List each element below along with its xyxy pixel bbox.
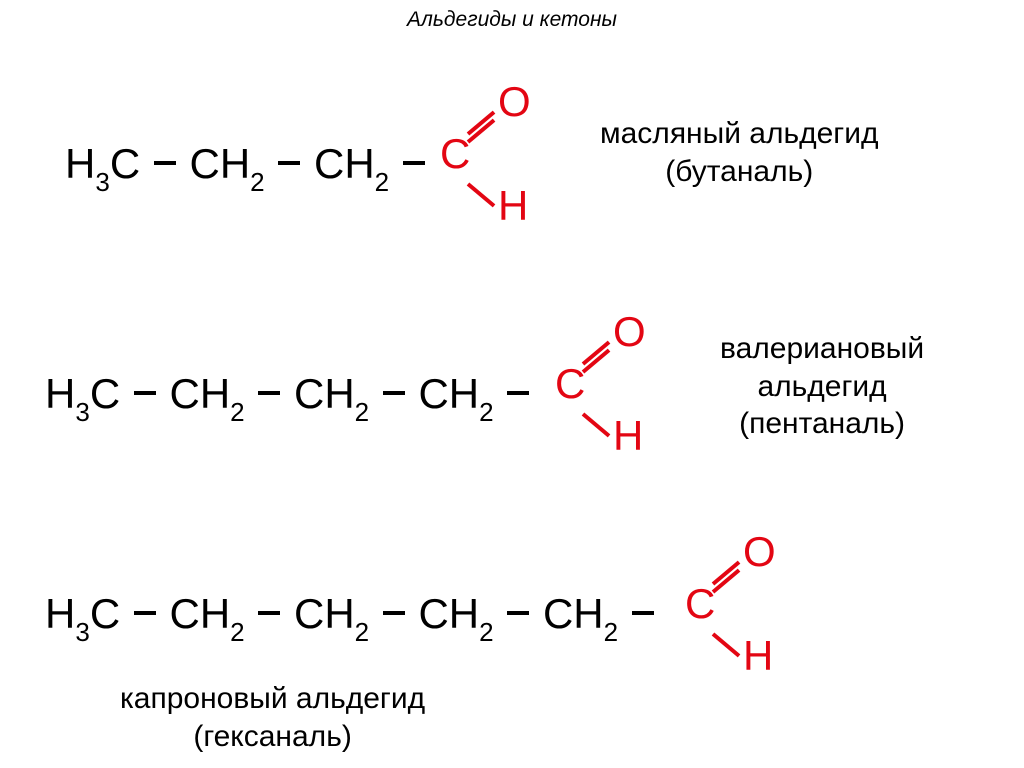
bond-icon — [154, 161, 176, 165]
group-h3c: H3C — [45, 590, 120, 637]
single-bond-icon — [712, 632, 741, 657]
group-ch2: CH2 — [418, 370, 493, 417]
group-h3c: H3C — [45, 370, 120, 417]
oxygen-atom: O — [743, 528, 776, 576]
molecule-label-3: капроновый альдегид (гексаналь) — [120, 680, 425, 755]
group-ch2: CH2 — [418, 590, 493, 637]
page-title: Альдегиды и кетоны — [0, 8, 1024, 32]
bond-icon — [278, 161, 300, 165]
bond-icon — [258, 391, 280, 395]
single-bond-icon — [467, 182, 496, 207]
hydrogen-atom: H — [498, 182, 528, 230]
oxygen-atom: O — [498, 78, 531, 126]
molecule-chain-2: H3C CH2 CH2 CH2 — [45, 370, 531, 424]
molecule-label-2: валериановый альдегид (пентаналь) — [720, 330, 924, 443]
bond-icon — [383, 391, 405, 395]
bond-icon — [632, 611, 654, 615]
molecule-chain-1: H3C CH2 CH2 — [65, 140, 427, 194]
single-bond-icon — [582, 412, 611, 437]
group-ch2: CH2 — [190, 140, 265, 187]
group-ch2: CH2 — [294, 370, 369, 417]
bond-icon — [403, 161, 425, 165]
group-ch2: CH2 — [294, 590, 369, 637]
bond-icon — [134, 611, 156, 615]
group-ch2: CH2 — [543, 590, 618, 637]
group-h3c: H3C — [65, 140, 140, 187]
carbon-atom: C — [555, 360, 585, 408]
group-ch2: CH2 — [170, 370, 245, 417]
bond-icon — [258, 611, 280, 615]
hydrogen-atom: H — [743, 632, 773, 680]
molecule-label-1: масляный альдегид (бутаналь) — [600, 115, 879, 190]
bond-icon — [507, 611, 529, 615]
group-ch2: CH2 — [314, 140, 389, 187]
bond-icon — [134, 391, 156, 395]
carbon-atom: C — [440, 130, 470, 178]
group-ch2: CH2 — [170, 590, 245, 637]
hydrogen-atom: H — [613, 412, 643, 460]
molecule-chain-3: H3C CH2 CH2 CH2 CH2 — [45, 590, 656, 644]
carbon-atom: C — [685, 580, 715, 628]
oxygen-atom: O — [613, 308, 646, 356]
bond-icon — [383, 611, 405, 615]
bond-icon — [507, 391, 529, 395]
